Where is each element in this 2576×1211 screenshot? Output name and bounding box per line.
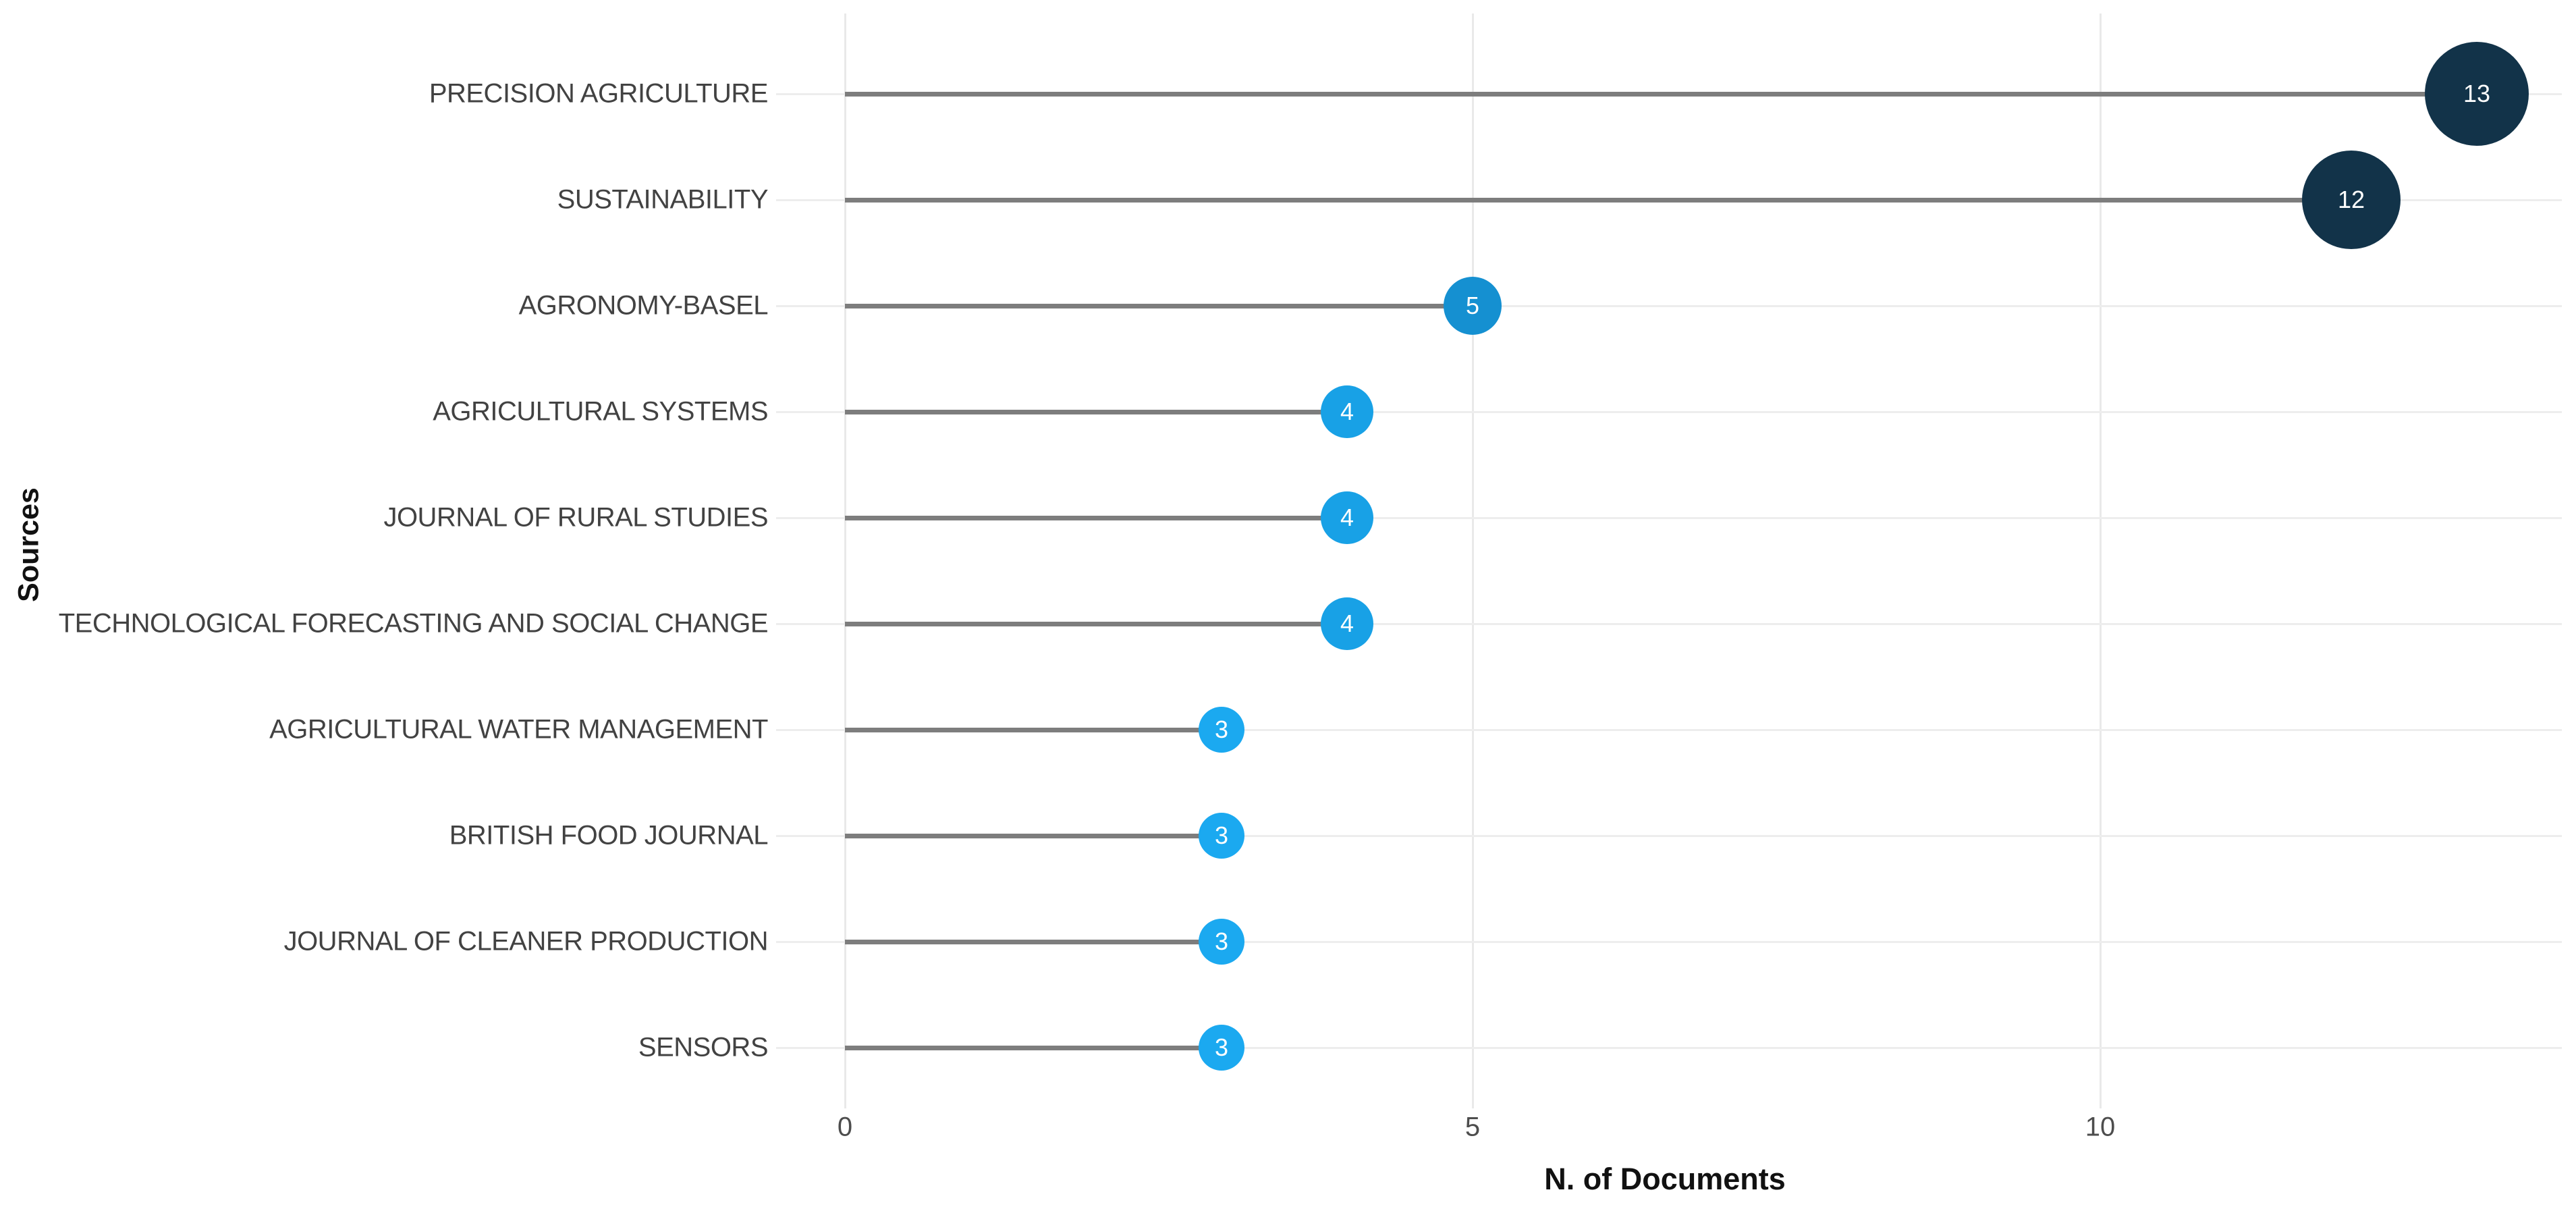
category-label: BRITISH FOOD JOURNAL: [449, 820, 769, 851]
data-point-value: 13: [2463, 80, 2491, 107]
data-point-marker[interactable]: 4: [1321, 491, 1373, 544]
data-point-value: 3: [1214, 1033, 1229, 1061]
data-point-value: 4: [1340, 504, 1354, 531]
y-axis-title: Sources: [12, 487, 45, 602]
data-point-value: 5: [1465, 292, 1480, 319]
x-gridline: [2100, 14, 2102, 1108]
row-guide-line: [776, 941, 2562, 943]
data-point-value: 3: [1214, 716, 1229, 743]
row-guide-line: [776, 729, 2562, 731]
lollipop-stem: [845, 410, 1347, 414]
lollipop-stem: [845, 92, 2477, 97]
lollipop-stem: [845, 198, 2351, 203]
x-tick-label: 0: [837, 1112, 853, 1142]
lollipop-stem: [845, 940, 1222, 944]
lollipop-stem: [845, 1046, 1222, 1050]
x-tick-label: 10: [2085, 1112, 2116, 1142]
data-point-marker[interactable]: 12: [2302, 151, 2401, 249]
data-point-value: 4: [1340, 610, 1354, 637]
data-point-marker[interactable]: 3: [1199, 1025, 1244, 1071]
category-label: SUSTAINABILITY: [557, 184, 769, 215]
data-point-marker[interactable]: 4: [1321, 385, 1373, 438]
lollipop-stem: [845, 304, 1473, 308]
category-label: TECHNOLOGICAL FORECASTING AND SOCIAL CHA…: [58, 608, 769, 639]
category-label: AGRICULTURAL WATER MANAGEMENT: [269, 714, 768, 745]
lollipop-stem: [845, 834, 1222, 838]
x-gridline: [844, 14, 846, 1108]
category-label: JOURNAL OF CLEANER PRODUCTION: [283, 926, 769, 957]
row-guide-line: [776, 623, 2562, 625]
data-point-marker[interactable]: 13: [2425, 42, 2529, 146]
x-gridline: [1472, 14, 1474, 1108]
category-label: PRECISION AGRICULTURE: [429, 78, 769, 109]
data-point-value: 3: [1214, 927, 1229, 955]
category-label: SENSORS: [638, 1032, 769, 1062]
data-point-marker[interactable]: 4: [1321, 597, 1373, 650]
x-axis-title: N. of Documents: [1544, 1162, 1786, 1196]
category-label: AGRONOMY-BASEL: [518, 290, 769, 321]
data-point-marker[interactable]: 5: [1444, 277, 1502, 335]
lollipop-stem: [845, 516, 1347, 520]
row-guide-line: [776, 517, 2562, 519]
row-guide-line: [776, 411, 2562, 413]
data-point-marker[interactable]: 3: [1199, 813, 1244, 859]
x-tick-label: 5: [1464, 1112, 1481, 1142]
data-point-value: 3: [1214, 822, 1229, 849]
lollipop-stem: [845, 728, 1222, 732]
data-point-marker[interactable]: 3: [1199, 707, 1244, 753]
category-label: JOURNAL OF RURAL STUDIES: [383, 502, 768, 533]
data-point-value: 12: [2337, 186, 2365, 213]
row-guide-line: [776, 1047, 2562, 1049]
row-guide-line: [776, 835, 2562, 837]
data-point-marker[interactable]: 3: [1199, 919, 1244, 965]
row-guide-line: [776, 305, 2562, 307]
category-label: AGRICULTURAL SYSTEMS: [433, 396, 768, 427]
lollipop-stem: [845, 622, 1347, 626]
data-point-value: 4: [1340, 398, 1354, 425]
